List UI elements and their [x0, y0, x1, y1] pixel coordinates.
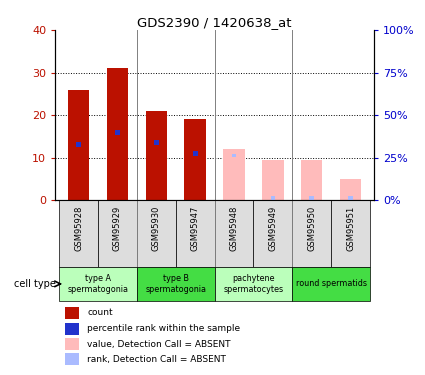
Text: type A
spermatogonia: type A spermatogonia [68, 274, 128, 294]
Bar [340, 179, 361, 200]
Bar [262, 160, 283, 200]
Bar [59, 267, 137, 301]
Text: GSM95947: GSM95947 [191, 206, 200, 251]
Bar [215, 200, 253, 267]
Text: type B
spermatogonia: type B spermatogonia [145, 274, 206, 294]
Bar [292, 200, 331, 267]
Text: value, Detection Call = ABSENT: value, Detection Call = ABSENT [87, 340, 231, 349]
Bar [65, 322, 79, 335]
Text: GSM95948: GSM95948 [230, 206, 238, 251]
Bar [309, 196, 314, 200]
Text: count: count [87, 308, 113, 317]
Bar [154, 140, 159, 146]
Text: rank, Detection Call = ABSENT: rank, Detection Call = ABSENT [87, 355, 226, 364]
Bar [65, 338, 79, 350]
Bar [301, 160, 323, 200]
Bar [115, 130, 120, 135]
Bar [98, 200, 137, 267]
Text: round spermatids: round spermatids [296, 279, 367, 288]
Bar [331, 200, 370, 267]
Text: GSM95951: GSM95951 [346, 206, 355, 251]
Text: GSM95928: GSM95928 [74, 206, 83, 251]
Text: cell type: cell type [14, 279, 56, 289]
Bar [193, 151, 198, 156]
Text: GSM95929: GSM95929 [113, 206, 122, 251]
Bar [76, 142, 81, 147]
Bar [224, 149, 245, 200]
Bar [176, 200, 215, 267]
Title: GDS2390 / 1420638_at: GDS2390 / 1420638_at [137, 16, 292, 29]
Bar [65, 307, 79, 319]
Bar [184, 119, 206, 200]
Bar [68, 90, 89, 200]
Bar [65, 354, 79, 366]
Bar [253, 200, 292, 267]
Bar [232, 154, 236, 157]
Bar [348, 196, 353, 200]
Text: GSM95930: GSM95930 [152, 206, 161, 251]
Bar [59, 200, 98, 267]
Bar [107, 68, 128, 200]
Text: percentile rank within the sample: percentile rank within the sample [87, 324, 240, 333]
Text: GSM95949: GSM95949 [269, 206, 278, 251]
Bar [146, 111, 167, 200]
Bar [271, 196, 275, 200]
Text: GSM95950: GSM95950 [307, 206, 316, 251]
Bar [292, 267, 370, 301]
Text: pachytene
spermatocytes: pachytene spermatocytes [224, 274, 283, 294]
Bar [137, 267, 215, 301]
Bar [215, 267, 292, 301]
Bar [137, 200, 176, 267]
